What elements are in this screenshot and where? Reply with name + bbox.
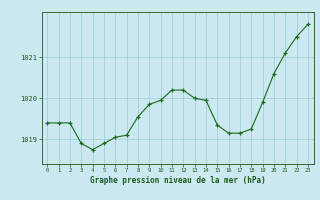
- X-axis label: Graphe pression niveau de la mer (hPa): Graphe pression niveau de la mer (hPa): [90, 176, 266, 185]
